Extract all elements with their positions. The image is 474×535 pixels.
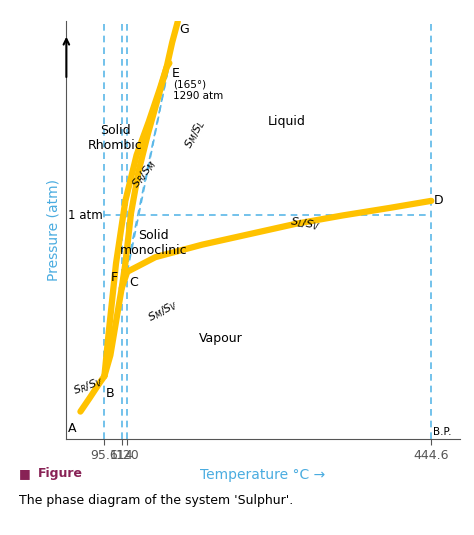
Text: Figure: Figure [38, 467, 83, 480]
Text: F: F [111, 271, 118, 284]
Text: 1 atm: 1 atm [68, 209, 103, 222]
Text: A: A [68, 422, 77, 435]
Text: $S_M/S_V$: $S_M/S_V$ [145, 297, 181, 325]
Text: E: E [172, 67, 180, 80]
Text: B: B [105, 386, 114, 400]
Text: Solid
Rhombic: Solid Rhombic [88, 124, 143, 152]
Text: G: G [180, 24, 190, 36]
Text: $S_M/S_L$: $S_M/S_L$ [182, 117, 208, 151]
Text: C: C [129, 276, 138, 289]
Text: $S_R/S_M$: $S_R/S_M$ [129, 157, 159, 190]
Text: D: D [434, 194, 444, 208]
Text: Solid
monoclinic: Solid monoclinic [119, 228, 187, 257]
Y-axis label: Pressure (atm): Pressure (atm) [47, 179, 61, 281]
Text: Liquid: Liquid [267, 115, 305, 128]
Text: The phase diagram of the system 'Sulphur'.: The phase diagram of the system 'Sulphur… [19, 494, 293, 507]
X-axis label: Temperature °C →: Temperature °C → [201, 468, 326, 482]
Text: B.P.: B.P. [433, 426, 452, 437]
Text: $S_R/S_V$: $S_R/S_V$ [71, 374, 105, 398]
Text: Vapour: Vapour [199, 332, 243, 345]
Text: (165°)
1290 atm: (165°) 1290 atm [173, 80, 223, 102]
Text: $S_L/S_V$: $S_L/S_V$ [289, 215, 321, 233]
Text: ■: ■ [19, 467, 31, 480]
